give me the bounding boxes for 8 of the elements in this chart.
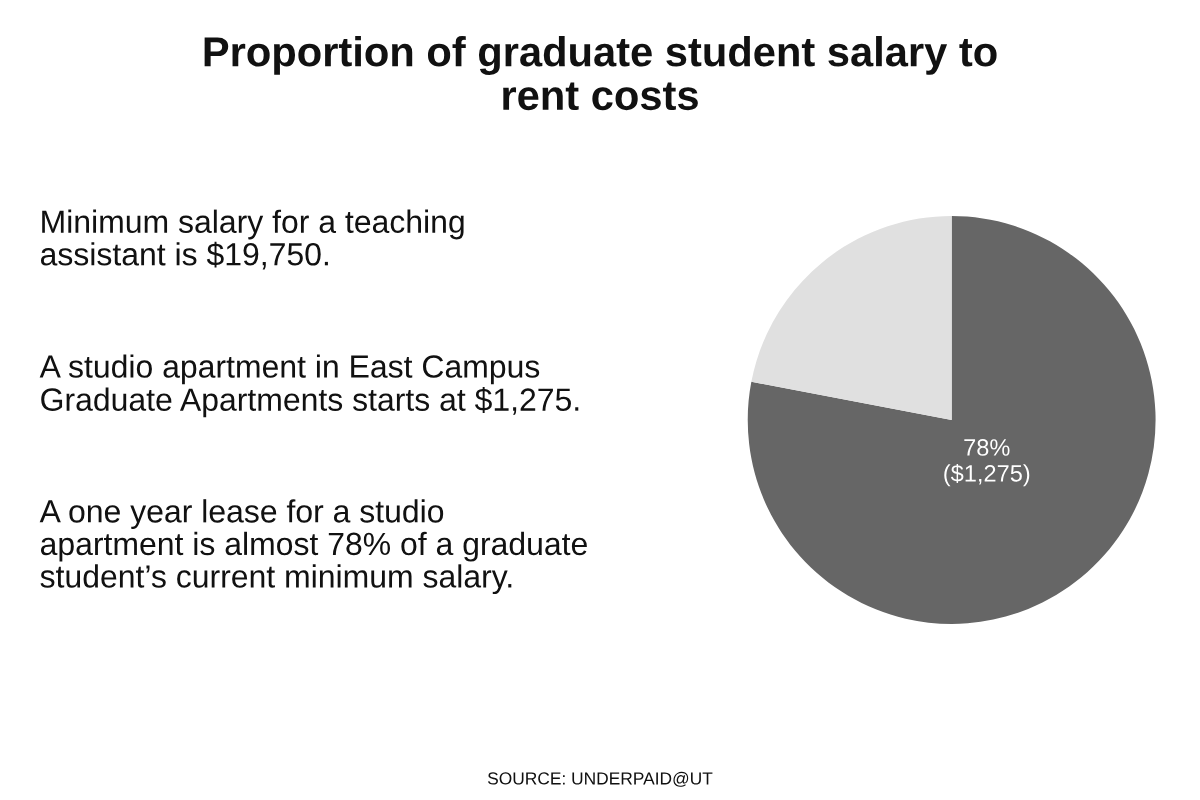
pie-slice [751, 216, 952, 420]
chart-title: Proportion of graduate student salary to rent costs [204, 36, 997, 111]
text: Minimum salary for a teaching assistant is $19,750. [40, 209, 464, 270]
pie-slice [747, 216, 1156, 624]
text: A studio apartment in East Campus Graduate Apartments starts at $1,275. [39, 354, 579, 418]
text: A one year lease for a studio apartment is almost 78% of a graduate student’s current minimum salary. [39, 499, 587, 595]
source-note: SOURCE: UNDERPAID@UT [487, 771, 713, 787]
data-label: 78% ($1,275) [944, 439, 1030, 487]
